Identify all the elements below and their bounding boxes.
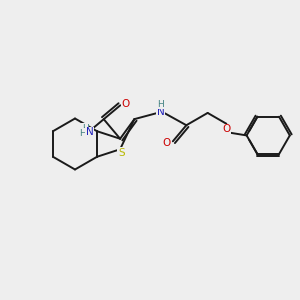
Text: N: N [86,127,94,137]
Text: H: H [80,129,86,138]
Text: O: O [223,124,231,134]
Text: H: H [82,124,88,133]
Text: O: O [122,99,130,109]
Text: N: N [157,107,164,117]
Text: O: O [163,138,171,148]
Text: S: S [118,148,124,158]
Text: H: H [157,100,164,109]
